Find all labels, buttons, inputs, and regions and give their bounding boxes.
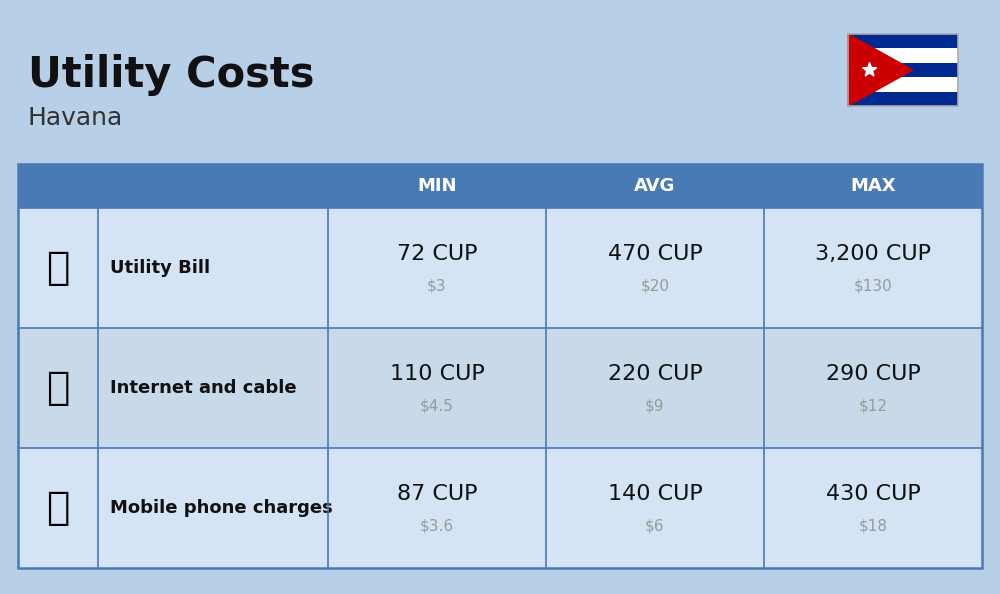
Bar (18, 328, 982, 448)
Text: 🔌: 🔌 (46, 249, 70, 287)
Text: AVG: AVG (634, 177, 676, 195)
Text: Mobile phone charges: Mobile phone charges (110, 499, 333, 517)
Bar (18, 448, 982, 568)
Text: MIN: MIN (417, 177, 457, 195)
Text: 290 CUP: 290 CUP (826, 364, 920, 384)
Text: $20: $20 (640, 279, 670, 293)
Text: 430 CUP: 430 CUP (826, 484, 920, 504)
Polygon shape (862, 62, 877, 76)
Text: 470 CUP: 470 CUP (608, 244, 702, 264)
Text: Utility Costs: Utility Costs (28, 54, 314, 96)
Text: Havana: Havana (28, 106, 123, 130)
Bar (848, 91, 958, 106)
Text: $4.5: $4.5 (420, 399, 454, 413)
Text: 📶: 📶 (46, 369, 70, 407)
Text: 3,200 CUP: 3,200 CUP (815, 244, 931, 264)
Text: $12: $12 (858, 399, 888, 413)
Text: $6: $6 (645, 519, 665, 533)
Bar (848, 48, 958, 63)
Text: Utility Bill: Utility Bill (110, 259, 210, 277)
Text: Internet and cable: Internet and cable (110, 379, 297, 397)
Text: $9: $9 (645, 399, 665, 413)
Bar (18, 164, 982, 208)
Bar (848, 34, 958, 48)
Polygon shape (848, 34, 913, 106)
Text: $3.6: $3.6 (420, 519, 454, 533)
Bar (848, 63, 958, 77)
Bar (848, 77, 958, 91)
Bar (18, 208, 982, 328)
Text: 140 CUP: 140 CUP (608, 484, 702, 504)
Bar (848, 34, 958, 106)
Text: 220 CUP: 220 CUP (608, 364, 702, 384)
Text: 72 CUP: 72 CUP (397, 244, 477, 264)
Text: 110 CUP: 110 CUP (390, 364, 484, 384)
Text: $130: $130 (854, 279, 892, 293)
Text: 📱: 📱 (46, 489, 70, 527)
Text: $3: $3 (427, 279, 447, 293)
Text: $18: $18 (858, 519, 888, 533)
Bar (18, 164, 982, 568)
Text: 87 CUP: 87 CUP (397, 484, 477, 504)
Text: MAX: MAX (850, 177, 896, 195)
